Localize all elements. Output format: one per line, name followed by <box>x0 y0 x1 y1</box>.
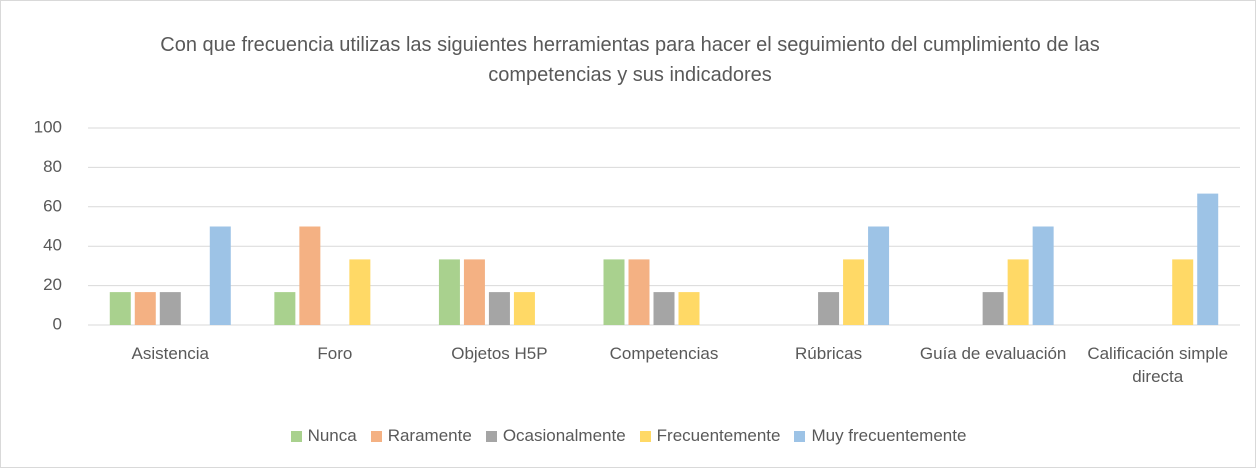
legend-item: Raramente <box>370 426 472 446</box>
bar <box>463 259 485 325</box>
bar <box>628 259 650 325</box>
y-tick-label: 80 <box>43 157 62 176</box>
x-tick-label: Asistencia <box>131 344 210 363</box>
legend-label: Nunca <box>307 426 357 445</box>
x-tick-label: Guía de evaluación <box>919 344 1067 363</box>
bar <box>678 292 700 325</box>
bar <box>159 292 181 325</box>
bar <box>438 259 460 325</box>
bar <box>349 259 371 325</box>
legend-swatch <box>794 430 806 442</box>
y-tick-label: 0 <box>53 314 62 333</box>
bar <box>134 292 156 325</box>
legend-swatch <box>290 430 302 442</box>
legend-label: Muy frecuentemente <box>811 426 967 445</box>
bar <box>513 292 535 325</box>
bar <box>1032 226 1054 325</box>
bar <box>1172 259 1194 325</box>
bar <box>653 292 675 325</box>
bar <box>843 259 865 325</box>
y-tick-label: 20 <box>43 275 62 294</box>
legend-item: Frecuentemente <box>639 426 781 446</box>
legend-item: Muy frecuentemente <box>794 426 966 446</box>
legend-swatch <box>639 430 651 442</box>
bar <box>818 292 840 325</box>
y-tick-label: 100 <box>34 117 62 136</box>
legend-item: Nunca <box>290 426 357 446</box>
bar <box>1197 193 1219 325</box>
legend-label: Raramente <box>387 426 472 445</box>
y-tick-label: 60 <box>43 196 62 215</box>
bar <box>982 292 1004 325</box>
x-tick-label: Foro <box>317 344 353 363</box>
legend: Nunca Raramente Ocasionalmente Frecuentemen… <box>0 426 1257 446</box>
legend-item: Ocasionalmente <box>485 426 626 446</box>
legend-label: Frecuentemente <box>656 426 781 445</box>
legend-swatch <box>370 430 382 442</box>
bar <box>209 226 231 325</box>
bar <box>1007 259 1029 325</box>
legend-swatch <box>485 430 497 442</box>
legend-label: Ocasionalmente <box>502 426 626 445</box>
bar <box>868 226 890 325</box>
y-tick-label: 40 <box>43 236 62 255</box>
bar <box>603 259 625 325</box>
x-tick-label: Rúbricas <box>795 344 863 363</box>
bar <box>274 292 296 325</box>
x-tick-label: Calificación simple directa <box>1087 344 1229 386</box>
bar <box>299 226 321 325</box>
bar <box>109 292 131 325</box>
x-tick-label: Competencias <box>609 344 719 363</box>
bar <box>488 292 510 325</box>
chart-title: Con que frecuencia utilizas las siguient… <box>160 34 1100 86</box>
x-tick-label: Objetos H5P <box>451 344 548 363</box>
